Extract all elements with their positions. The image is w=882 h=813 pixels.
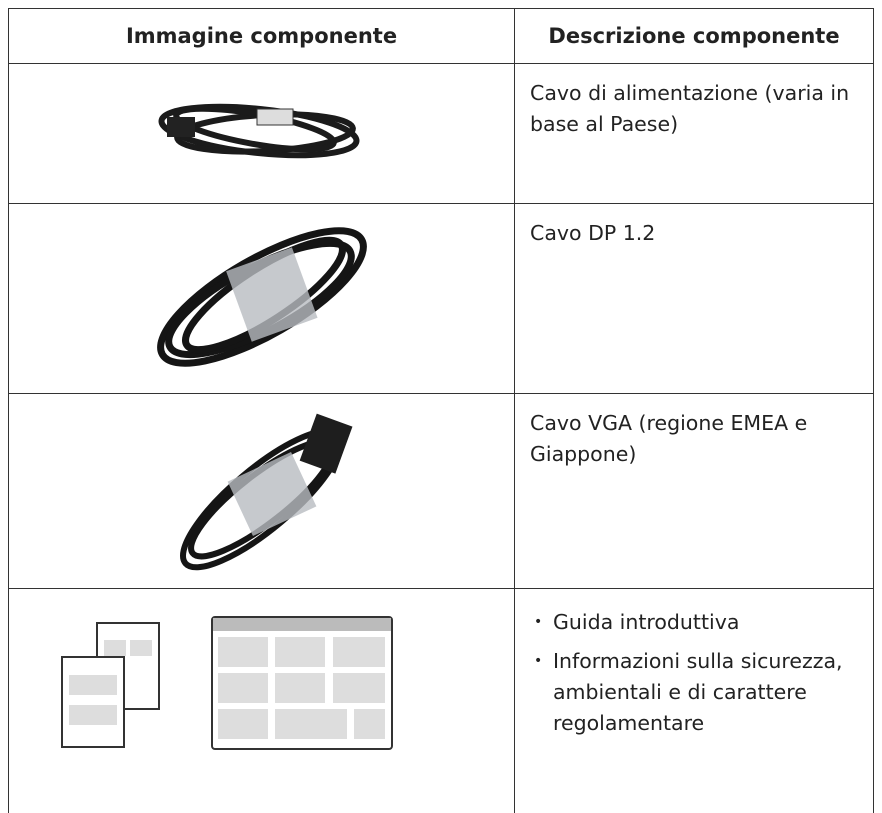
image-cell [9,64,515,204]
image-cell [9,204,515,394]
components-table: Immagine componente Descrizione componen… [8,8,874,813]
vga-cable-image [157,404,367,574]
description-cell: Guida introduttiva Informazioni sulla si… [515,589,874,813]
description-cell: Cavo VGA (regione EMEA e Giappone) [515,394,874,589]
description-cell: Cavo di alimentazione (varia in base al … [515,64,874,204]
row: Cavo DP 1.2 [9,204,874,394]
description-cell: Cavo DP 1.2 [515,204,874,394]
item-list: Guida introduttiva Informazioni sulla si… [530,607,861,739]
row: Cavo di alimentazione (varia in base al … [9,64,874,204]
documents-image [52,615,472,755]
row: Guida introduttiva Informazioni sulla si… [9,589,874,813]
page: {"table":{"headers":["Immagine component… [0,0,882,787]
header-cell: Descrizione componente [515,9,874,64]
row: Cavo VGA (regione EMEA e Giappone) [9,394,874,589]
header-row: Immagine componente Descrizione componen… [9,9,874,64]
list-item: Informazioni sulla sicurezza, ambientali… [530,646,861,739]
image-cell [9,589,515,813]
power-cable-image [147,87,377,177]
header-cell: Immagine componente [9,9,515,64]
image-cell [9,394,515,589]
dp-cable-image [142,217,382,377]
list-item: Guida introduttiva [530,607,861,638]
